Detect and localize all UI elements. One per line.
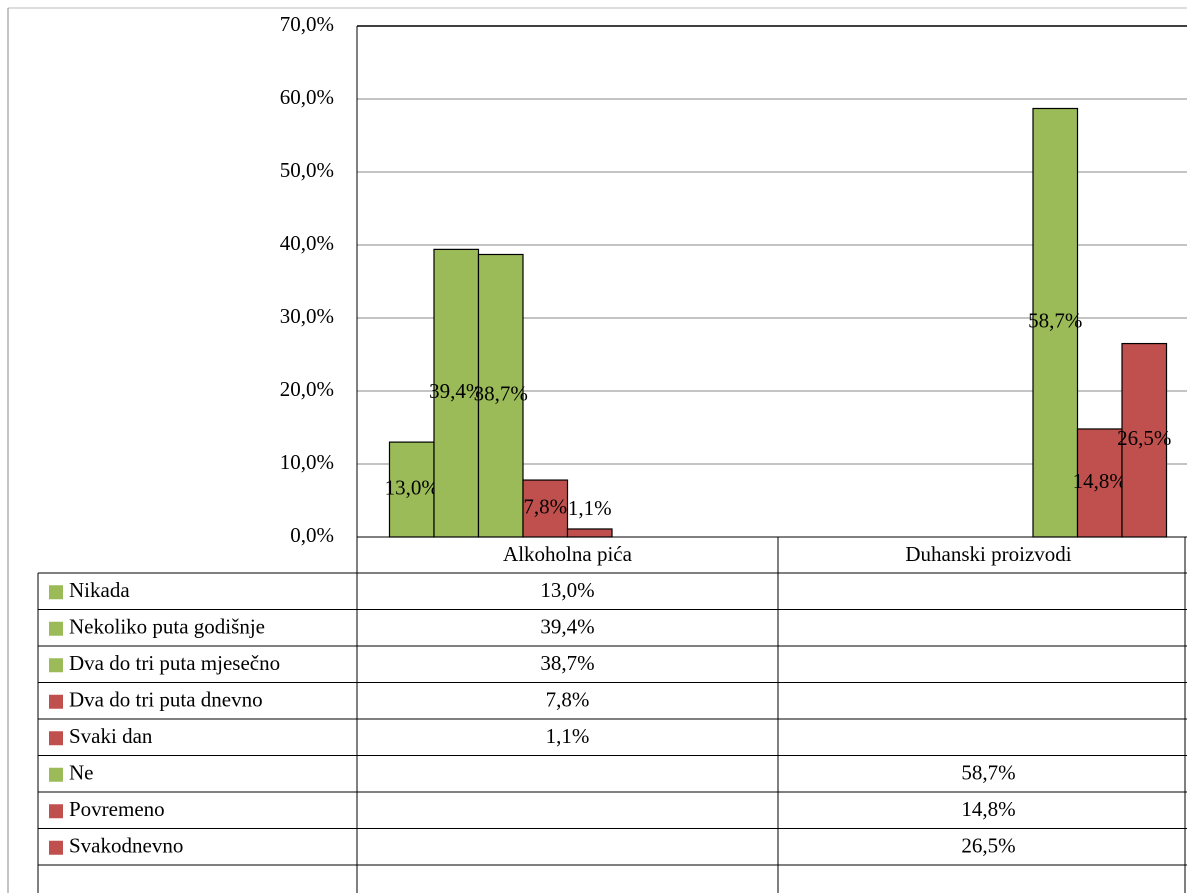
table-value: 13,0% bbox=[540, 578, 594, 602]
table-value: 1,1% bbox=[546, 724, 590, 748]
legend-label: Svakodnevno bbox=[69, 834, 183, 858]
table-value: 26,5% bbox=[961, 834, 1015, 858]
legend-label: Nikada bbox=[69, 578, 130, 602]
y-tick-label: 20,0% bbox=[280, 377, 334, 401]
table-value: 58,7% bbox=[961, 761, 1015, 785]
legend-key bbox=[49, 585, 63, 600]
data-label: 13,0% bbox=[385, 475, 439, 499]
data-label: 58,7% bbox=[1028, 309, 1082, 333]
table-value: 38,7% bbox=[540, 651, 594, 675]
bar bbox=[1121, 342, 1168, 538]
y-tick-label: 50,0% bbox=[280, 158, 334, 182]
legend-key bbox=[49, 694, 63, 709]
legend-key bbox=[49, 840, 63, 855]
legend-label: Dva do tri puta dnevno bbox=[69, 688, 263, 712]
data-label: 39,4% bbox=[429, 379, 483, 403]
y-tick-label: 0,0% bbox=[290, 523, 334, 547]
legend-key bbox=[49, 731, 63, 746]
bar bbox=[477, 253, 524, 538]
legend-key bbox=[49, 804, 63, 819]
legend-label: Svaki dan bbox=[69, 724, 153, 748]
y-tick-label: 40,0% bbox=[280, 231, 334, 255]
x-tick-label: Alkoholna pića bbox=[503, 542, 633, 566]
y-tick-label: 60,0% bbox=[280, 85, 334, 109]
legend-key bbox=[49, 658, 63, 673]
table-value: 14,8% bbox=[961, 797, 1015, 821]
bar bbox=[566, 528, 613, 538]
data-label: 1,1% bbox=[568, 496, 612, 520]
legend-key bbox=[49, 767, 63, 782]
y-tick-label: 70,0% bbox=[280, 12, 334, 36]
data-label: 14,8% bbox=[1073, 469, 1127, 493]
legend-label: Povremeno bbox=[69, 797, 165, 821]
legend-key bbox=[49, 621, 63, 636]
y-tick-label: 10,0% bbox=[280, 450, 334, 474]
legend-label: Nekoliko puta godišnje bbox=[69, 615, 265, 639]
bar bbox=[1032, 107, 1079, 538]
data-label: 7,8% bbox=[523, 494, 567, 518]
legend-label: Dva do tri puta mjesečno bbox=[69, 651, 280, 675]
table-value: 7,8% bbox=[546, 688, 590, 712]
table-value: 39,4% bbox=[540, 615, 594, 639]
x-tick-label: Duhanski proizvodi bbox=[905, 542, 1071, 566]
y-tick-label: 30,0% bbox=[280, 304, 334, 328]
bar bbox=[433, 248, 480, 538]
legend-label: Ne bbox=[69, 761, 94, 785]
data-label: 38,7% bbox=[474, 382, 528, 406]
data-label: 26,5% bbox=[1117, 426, 1171, 450]
